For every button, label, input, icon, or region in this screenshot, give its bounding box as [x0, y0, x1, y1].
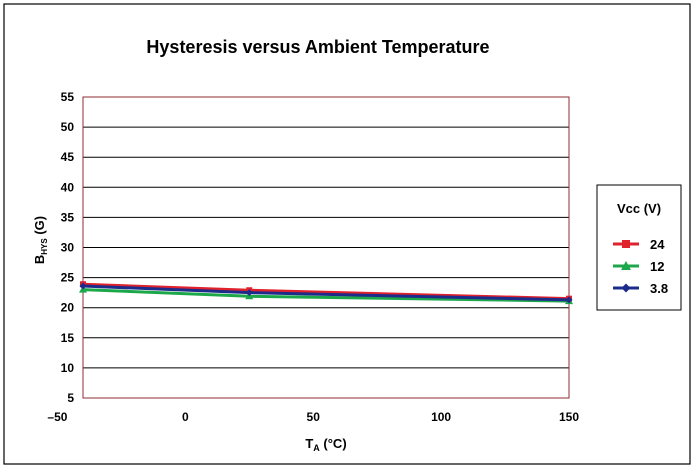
- legend-item: 3.8: [613, 281, 668, 296]
- data-point-marker: [245, 289, 253, 297]
- y-axis-label-rest: (G): [32, 216, 47, 238]
- y-tick-label: 25: [61, 271, 75, 285]
- series-3.8: [79, 282, 573, 304]
- y-tick-label: 55: [61, 90, 75, 104]
- y-tick-label: 50: [61, 120, 75, 134]
- x-axis-label-sub: A: [313, 443, 320, 453]
- x-tick-label: 0: [182, 410, 189, 424]
- data-point-marker: [621, 283, 631, 293]
- legend: Vcc (V) 24 12 3.8: [596, 184, 682, 311]
- y-tick-label: 30: [61, 241, 75, 255]
- legend-label: 3.8: [650, 281, 668, 296]
- x-tick-label: 50: [307, 410, 321, 424]
- y-tick-label: 15: [61, 331, 75, 345]
- y-tick-label: 40: [61, 180, 75, 194]
- legend-items: 24 12 3.8: [613, 237, 668, 296]
- series-layer: [79, 281, 573, 305]
- x-axis-label-rest: (°C): [320, 436, 347, 451]
- data-point-marker: [79, 282, 87, 290]
- y-tick-label: 5: [67, 391, 74, 405]
- data-point-marker: [621, 261, 631, 270]
- legend-item: 12: [613, 259, 664, 274]
- legend-label: 12: [650, 259, 664, 274]
- y-tick-label: 20: [61, 301, 75, 315]
- chart-frame: [3, 3, 691, 465]
- y-axis-label-sub: HYS: [40, 238, 49, 255]
- legend-title: Vcc (V): [617, 201, 661, 216]
- y-tick-label: 45: [61, 150, 75, 164]
- plot-area: [82, 96, 570, 399]
- x-tick-label: 100: [431, 410, 451, 424]
- data-point-marker: [622, 240, 630, 248]
- x-axis-label: TA (°C): [305, 436, 346, 453]
- y-axis-label: BHYS (G): [32, 216, 49, 264]
- legend-item: 24: [613, 237, 665, 252]
- x-tick-label: –50: [47, 410, 67, 424]
- y-tick-label: 35: [61, 210, 75, 224]
- x-axis-label-main: T: [305, 436, 313, 451]
- y-axis-ticks: 5 10 15 20 25 30 35 40 45 50 55: [61, 90, 75, 405]
- chart-title: Hysteresis versus Ambient Temperature: [146, 37, 489, 57]
- y-tick-label: 10: [61, 361, 75, 375]
- x-axis-ticks: –50 0 50 100 150: [47, 410, 579, 424]
- data-point-marker: [565, 296, 573, 304]
- y-axis-label-main: B: [32, 255, 47, 264]
- legend-label: 24: [650, 237, 665, 252]
- x-tick-label: 150: [559, 410, 579, 424]
